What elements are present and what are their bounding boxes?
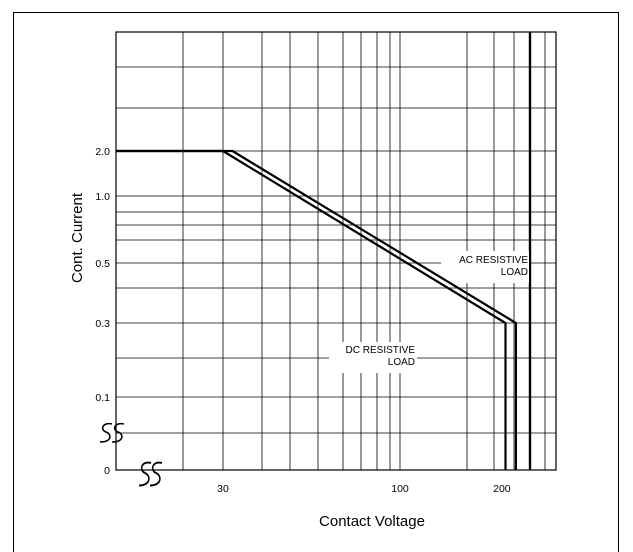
x-tick-label: 200 [493, 483, 511, 495]
annotation-bg [329, 342, 417, 373]
axis-break-marks [99, 422, 163, 487]
ac-resistive-label: AC RESISTIVE [459, 255, 528, 266]
y-axis-break-icon [111, 422, 125, 443]
y-tick-label: 1.0 [95, 191, 110, 203]
y-tick-label: 0 [104, 465, 110, 477]
series-lines [116, 149, 518, 470]
y-tick-labels: 0 0.1 0.3 0.5 1.0 2.0 [95, 146, 110, 477]
y-tick-label: 2.0 [95, 146, 110, 158]
dc-resistive-label: LOAD [388, 357, 415, 368]
chart-frame [13, 12, 619, 552]
x-tick-label: 100 [391, 483, 409, 495]
x-axis-break-icon [138, 461, 152, 487]
x-axis-title: Contact Voltage [319, 513, 425, 530]
x-tick-labels: 30 100 200 [217, 483, 511, 495]
annotation-backgrounds [329, 251, 529, 373]
dc-resistive-load-line [116, 149, 507, 470]
y-axis-break-icon [99, 422, 113, 443]
x-axis-break-icon [149, 461, 163, 487]
dc-resistive-label: DC RESISTIVE [346, 345, 416, 356]
ac-resistive-label: LOAD [501, 267, 528, 278]
y-tick-label: 0.5 [95, 258, 110, 270]
y-tick-label: 0.3 [95, 318, 110, 330]
y-tick-label: 0.1 [95, 392, 110, 404]
plot-border [115, 31, 557, 471]
x-tick-label: 30 [217, 483, 229, 495]
annotation-bg [441, 251, 529, 283]
ac-resistive-load-line [116, 149, 518, 470]
y-axis-title: Cont. Current [69, 192, 86, 283]
